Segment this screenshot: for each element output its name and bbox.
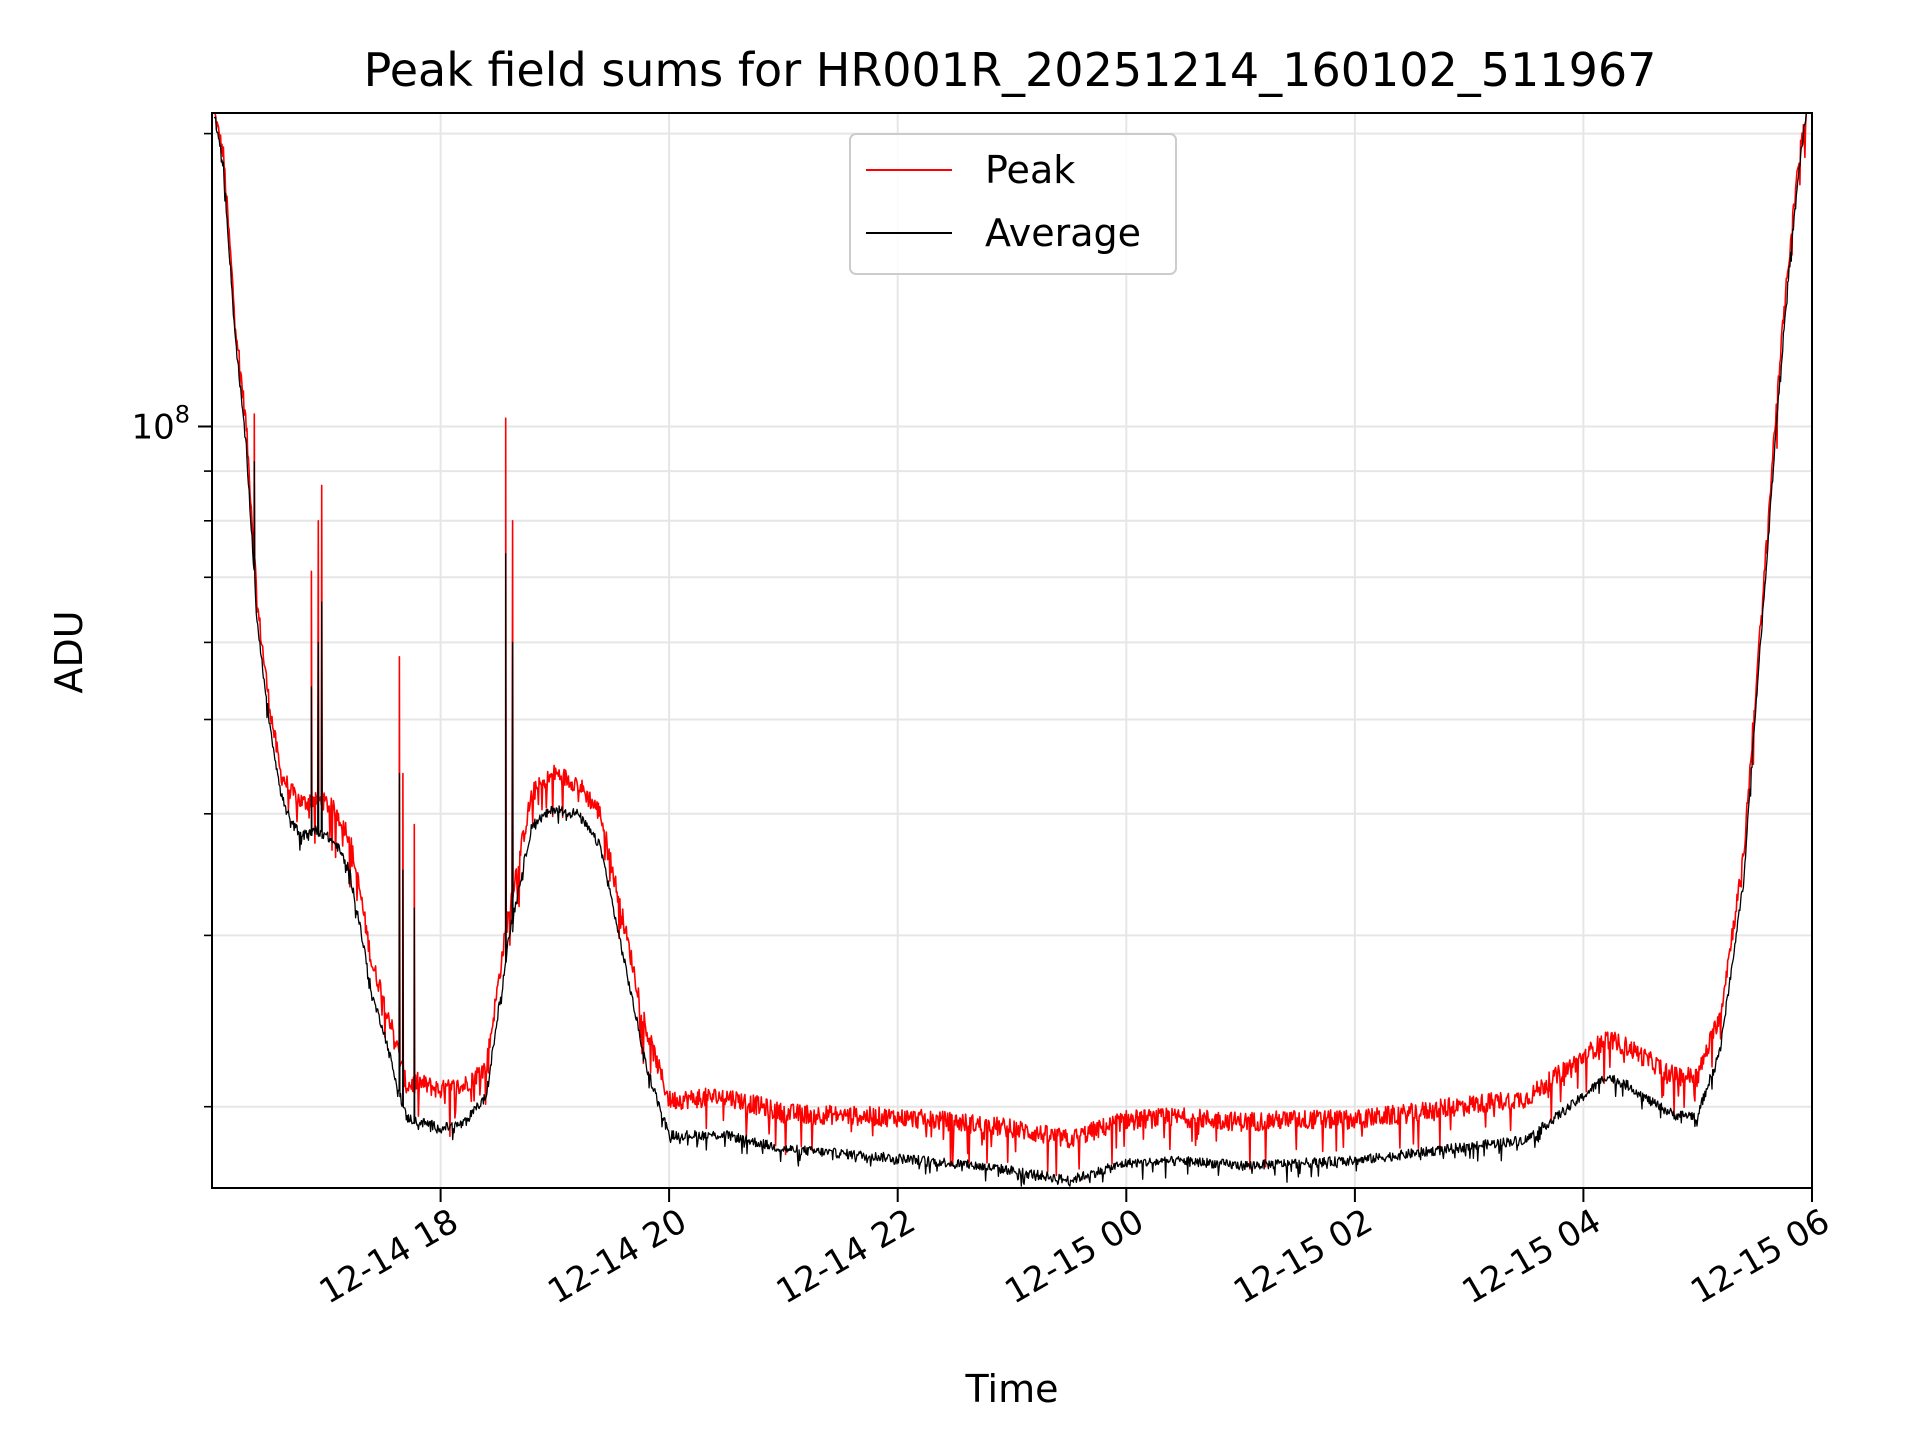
chart-title: Peak field sums for HR001R_20251214_1601… [364, 43, 1657, 97]
legend-label-peak: Peak [985, 148, 1075, 192]
legend: Peak Average [849, 133, 1177, 275]
series-line-peak [214, 113, 1808, 1177]
y-axis-label: ADU [47, 610, 91, 693]
plot-frame [211, 112, 1813, 1189]
series-line-average [213, 113, 1807, 1187]
grid [212, 113, 1813, 1188]
series-layer [213, 113, 1808, 1187]
x-axis-label: Time [965, 1367, 1059, 1411]
legend-label-average: Average [985, 211, 1141, 255]
